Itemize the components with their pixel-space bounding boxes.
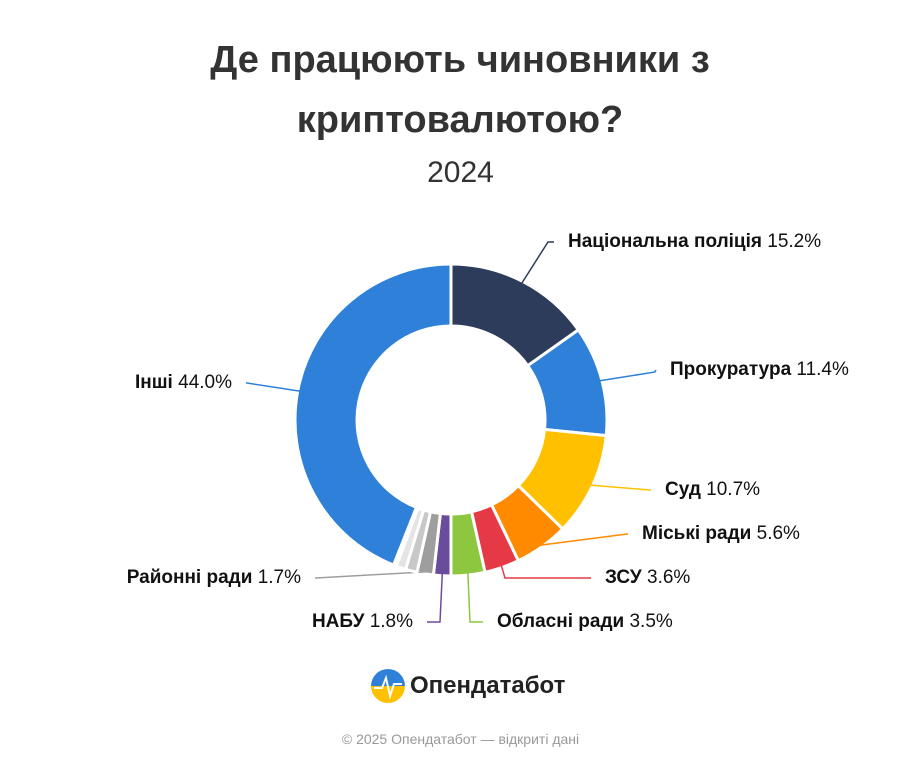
value-label: 3.6% — [647, 567, 690, 588]
category-label: Районні ради — [127, 567, 253, 588]
category-label: НАБУ — [312, 611, 365, 632]
value-label: 3.5% — [629, 611, 672, 632]
value-label: 11.4% — [796, 359, 849, 380]
leader-line — [599, 369, 657, 382]
category-label: ЗСУ — [605, 567, 642, 588]
chart-title: Де працюють чиновники з криптовалютою? — [210, 39, 710, 141]
value-label: 10.7% — [706, 479, 760, 500]
category-label: Прокуратура — [670, 359, 792, 380]
data-label: Міські ради 5.6% — [642, 523, 800, 544]
donut-segment — [293, 262, 453, 567]
value-label: 1.7% — [258, 567, 301, 588]
data-label: НАБУ 1.8% — [312, 611, 413, 632]
value-label: 5.6% — [757, 523, 800, 544]
data-label: Районні ради 1.7% — [127, 567, 301, 588]
category-label: Міські ради — [642, 523, 751, 544]
data-label: Прокуратура 11.4% — [670, 359, 849, 380]
leader-line — [540, 533, 628, 546]
data-label: Інші 44.0% — [135, 372, 232, 393]
value-label: 1.8% — [370, 611, 413, 632]
value-label: 44.0% — [178, 372, 232, 393]
logo-pulse — [374, 674, 402, 700]
leader-line — [246, 382, 300, 392]
leader-line — [467, 573, 483, 623]
data-label: Суд 10.7% — [665, 479, 760, 500]
chart-subtitle: 2024 — [427, 156, 494, 189]
leader-line — [427, 573, 444, 623]
data-label: ЗСУ 3.6% — [605, 567, 690, 588]
category-label: Інші — [135, 372, 173, 393]
brand: Опендатабот — [410, 672, 566, 699]
category-label: Національна поліція — [568, 231, 762, 252]
leader-line — [500, 565, 591, 579]
leader-line — [521, 241, 554, 284]
data-label: Національна поліція 15.2% — [568, 231, 821, 252]
leader-line — [315, 571, 426, 579]
footer: © 2025 Опендатабот — відкриті дані — [341, 731, 580, 747]
value-label: 15.2% — [767, 231, 821, 252]
data-label: Обласні ради 3.5% — [497, 611, 673, 632]
leader-line — [590, 484, 651, 491]
category-label: Суд — [665, 479, 701, 500]
category-label: Обласні ради — [497, 611, 624, 632]
